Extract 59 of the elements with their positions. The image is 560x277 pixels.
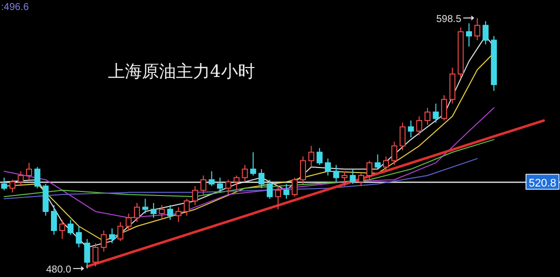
annotation: 480.0 bbox=[46, 264, 72, 276]
candlestick bbox=[200, 175, 206, 196]
candlestick bbox=[283, 183, 290, 200]
candlestick bbox=[382, 156, 389, 172]
candlestick bbox=[300, 156, 306, 184]
candlestick bbox=[341, 170, 348, 187]
candlestick bbox=[242, 164, 248, 182]
candlestick bbox=[68, 219, 74, 236]
ref-line-label: 520.8 bbox=[528, 177, 556, 190]
candlestick bbox=[150, 202, 157, 218]
candlestick bbox=[374, 154, 381, 170]
candlestick bbox=[432, 103, 439, 124]
candlestick bbox=[225, 179, 232, 196]
candlestick bbox=[416, 116, 422, 136]
annotation: 598.5 bbox=[436, 14, 462, 25]
candlestick bbox=[258, 168, 264, 189]
candlestick bbox=[175, 206, 182, 223]
candlestick bbox=[441, 94, 448, 122]
candlestick bbox=[134, 202, 140, 223]
candlestick bbox=[158, 204, 165, 220]
candlestick bbox=[358, 172, 364, 187]
candlestick bbox=[117, 222, 124, 242]
candlestick bbox=[234, 175, 240, 191]
candlestick bbox=[308, 145, 314, 168]
candlestick bbox=[1, 177, 8, 191]
candlestick bbox=[424, 107, 430, 126]
candlestick bbox=[92, 242, 98, 267]
candlestick bbox=[324, 158, 331, 176]
candlestick bbox=[100, 230, 107, 252]
candlestick bbox=[275, 186, 282, 210]
candlestick bbox=[366, 160, 372, 180]
candlestick bbox=[482, 20, 489, 45]
annotation: :496.6 bbox=[1, 2, 30, 13]
text: 上海原油主力4小时 bbox=[108, 62, 255, 82]
candlestick bbox=[466, 22, 472, 48]
candlestick bbox=[391, 141, 398, 166]
candlestick bbox=[76, 226, 82, 248]
candlestick bbox=[400, 122, 406, 151]
candlestick bbox=[109, 228, 116, 244]
candlestick bbox=[350, 168, 356, 184]
candlestick bbox=[59, 219, 66, 240]
candlestick bbox=[126, 213, 132, 231]
candlestick bbox=[292, 177, 298, 198]
candlestick bbox=[18, 170, 24, 187]
candlestick bbox=[250, 152, 256, 176]
candlestick bbox=[408, 120, 414, 138]
candlestick bbox=[167, 204, 174, 220]
candlestick bbox=[34, 166, 40, 189]
candlestick bbox=[333, 164, 340, 182]
candlestick bbox=[142, 198, 148, 214]
candlestick bbox=[216, 177, 223, 193]
candlestick bbox=[50, 204, 57, 236]
candlestick bbox=[316, 148, 323, 166]
candlestick bbox=[26, 162, 32, 180]
candlestick bbox=[266, 179, 273, 200]
candlestick bbox=[192, 186, 198, 206]
candlestick bbox=[208, 170, 215, 187]
candlestick bbox=[9, 179, 16, 193]
candlestick bbox=[184, 198, 190, 216]
